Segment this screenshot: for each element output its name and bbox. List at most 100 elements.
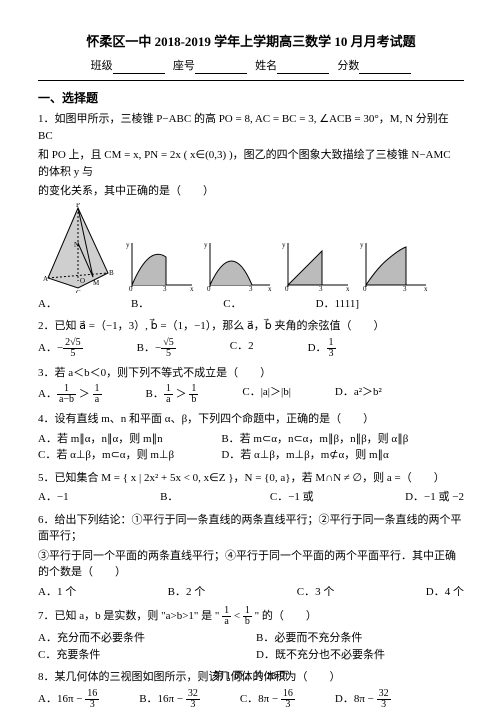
q5-options: A．−1 B． C．−1 或 D．−1 或 −2: [38, 489, 464, 506]
q3-opt-a: A．1a−b ＞ 1a: [38, 384, 102, 405]
q6-opt-d: D．4 个: [426, 584, 464, 601]
q7-options-row2: C．充要条件 D．既不充分也不必要条件: [38, 647, 464, 664]
q3-stem: 3．若 a＜b＜0，则下列不等式不成立是（ ）: [38, 365, 464, 382]
svg-text:O: O: [80, 277, 85, 285]
q4-options-row2: C．若 α⊥β，m⊂α，则 m⊥β D．若 α⊥β，m⊥β，m⊄α，则 m∥α: [38, 447, 464, 464]
svg-text:3: 3: [249, 285, 253, 293]
q5-stem: 5．已知集合 M = { x | 2x² + 5x < 0, x∈Z }，N =…: [38, 470, 464, 487]
q1-stem-3: 的变化关系，其中正确的是（ ）: [38, 183, 464, 200]
q1-opt-b: B．: [131, 296, 149, 313]
q6-opt-b: B．2 个: [168, 584, 206, 601]
svg-text:3: 3: [319, 285, 323, 293]
exam-title: 怀柔区一中 2018-2019 学年上学期高三数学 10 月月考试题: [38, 32, 464, 52]
svg-text:x: x: [346, 285, 350, 293]
seat-blank: [195, 62, 247, 74]
q8-opt-d: D．8π − 323: [335, 689, 391, 710]
svg-text:y: y: [282, 241, 286, 249]
svg-text:3: 3: [163, 285, 167, 293]
question-7: 7．已知 a，b 是实数，则 "a>b>1" 是 " 1a < 1b " 的（ …: [38, 606, 464, 663]
svg-text:N: N: [74, 241, 79, 249]
question-1: 1．如图甲所示，三棱锥 P−ABC 的高 PO = 8, AC = BC = 3…: [38, 111, 464, 312]
q1-graph-c: x y 0 3: [280, 237, 352, 293]
q1-opt-a: A．: [38, 296, 57, 313]
q2-opt-a: A．−2√55: [38, 338, 83, 359]
question-6: 6．给出下列结论：①平行于同一条直线的两条直线平行；②平行于同一条直线的两个平面…: [38, 512, 464, 601]
q4-opt-d: D．若 α⊥β，m⊥β，m⊄α，则 m∥α: [221, 447, 464, 464]
q4-options-row1: A．若 m∥α，n∥α，则 m∥n B．若 m⊂α，n⊂α，m∥β，n∥β，则 …: [38, 431, 464, 448]
svg-text:0: 0: [207, 285, 211, 293]
q1-figure-tetra: P N A B C M O: [38, 203, 118, 293]
q1-stem-2: 和 PO 上，且 CM = x, PN = 2x ( x∈(0,3) )，图乙的…: [38, 147, 464, 180]
q2-options: A．−2√55 B．−√55 C．2 D．13: [38, 338, 464, 359]
q5-opt-c: C．−1 或: [270, 489, 314, 506]
q4-opt-a: A．若 m∥α，n∥α，则 m∥n: [38, 431, 211, 448]
svg-text:3: 3: [403, 285, 407, 293]
q6-opt-a: A．1 个: [38, 584, 76, 601]
class-blank: [113, 62, 165, 74]
q3-opt-c: C．|a|＞|b|: [242, 384, 291, 405]
q8-opt-a: A．16π − 163: [38, 689, 99, 710]
name-blank: [277, 62, 329, 74]
q4-stem: 4．设有直线 m、n 和平面 α、β，下列四个命题中，正确的是（ ）: [38, 411, 464, 428]
q8-opt-c: C．8π − 163: [240, 689, 295, 710]
svg-text:0: 0: [285, 285, 289, 293]
question-3: 3．若 a＜b＜0，则下列不等式不成立是（ ） A．1a−b ＞ 1a B．1a…: [38, 365, 464, 406]
q2-opt-b: B．−√55: [137, 338, 176, 359]
question-2: 2．已知 a⃗ =（−1，3）, b⃗ =（1，−1），那么 a⃗，b⃗ 夹角的…: [38, 318, 464, 359]
svg-text:0: 0: [363, 285, 367, 293]
q6-options: A．1 个 B．2 个 C．3 个 D．4 个: [38, 584, 464, 601]
class-label: 班级: [91, 60, 113, 72]
q7-opt-b: B．必要而不充分条件: [256, 630, 464, 647]
q8-opt-b: B．16π − 323: [139, 689, 200, 710]
q6-stem-2: ③平行于同一个平面的两条直线平行；④平行于同一个平面的两个平面平行．其中正确的个…: [38, 548, 464, 581]
score-blank: [359, 62, 411, 74]
q4-opt-b: B．若 m⊂α，n⊂α，m∥β，n∥β，则 α∥β: [221, 431, 464, 448]
seat-label: 座号: [173, 60, 195, 72]
q6-stem-1: 6．给出下列结论：①平行于同一条直线的两条直线平行；②平行于同一条直线的两个平面…: [38, 512, 464, 545]
page-footer: 第 1 页，共 18 页: [0, 669, 502, 684]
q1-graph-b: x y 0 3: [202, 237, 274, 293]
svg-text:y: y: [360, 241, 364, 249]
q1-options: A． B． C． D．1111]: [38, 296, 464, 313]
q2-opt-c: C．2: [230, 338, 254, 359]
q3-opt-b: B．1a ＞ 1b: [146, 384, 199, 405]
q6-opt-c: C．3 个: [297, 584, 335, 601]
header-fields: 班级 座号 姓名 分数: [38, 58, 464, 75]
q7-opt-a: A．充分而不必要条件: [38, 630, 246, 647]
svg-text:x: x: [268, 285, 272, 293]
q2-stem: 2．已知 a⃗ =（−1，3）, b⃗ =（1，−1），那么 a⃗，b⃗ 夹角的…: [38, 318, 464, 335]
q8-options: A．16π − 163 B．16π − 323 C．8π − 163 D．8π …: [38, 689, 464, 710]
q5-opt-d: D．−1 或 −2: [405, 489, 464, 506]
question-4: 4．设有直线 m、n 和平面 α、β，下列四个命题中，正确的是（ ） A．若 m…: [38, 411, 464, 464]
name-label: 姓名: [255, 60, 277, 72]
q7-opt-d: D．既不充分也不必要条件: [256, 647, 464, 664]
svg-text:B: B: [109, 269, 114, 277]
q1-opt-d: D．1111]: [316, 296, 359, 313]
svg-text:C: C: [76, 289, 81, 293]
q4-opt-c: C．若 α⊥β，m⊂α，则 m⊥β: [38, 447, 211, 464]
q1-graph-a: x y 0 3: [124, 237, 196, 293]
q5-opt-a: A．−1: [38, 489, 69, 506]
svg-text:0: 0: [129, 285, 133, 293]
q1-stem-1: 1．如图甲所示，三棱锥 P−ABC 的高 PO = 8, AC = BC = 3…: [38, 111, 464, 144]
svg-text:M: M: [93, 279, 100, 287]
q3-opt-d: D．a²＞b²: [335, 384, 382, 405]
score-label: 分数: [337, 60, 359, 72]
q1-graph-d: x y 0 3: [358, 237, 430, 293]
svg-text:x: x: [190, 285, 194, 293]
q2-opt-d: D．13: [308, 338, 336, 359]
question-5: 5．已知集合 M = { x | 2x² + 5x < 0, x∈Z }，N =…: [38, 470, 464, 506]
divider: [38, 80, 464, 81]
svg-text:P: P: [76, 203, 80, 209]
q7-options-row1: A．充分而不必要条件 B．必要而不充分条件: [38, 630, 464, 647]
section-1-head: 一、选择题: [38, 89, 464, 107]
svg-text:A: A: [43, 275, 48, 283]
svg-text:y: y: [204, 241, 208, 249]
q7-stem: 7．已知 a，b 是实数，则 "a>b>1" 是 " 1a < 1b " 的（ …: [38, 606, 464, 627]
svg-text:y: y: [126, 241, 130, 249]
q3-options: A．1a−b ＞ 1a B．1a ＞ 1b C．|a|＞|b| D．a²＞b²: [38, 384, 464, 405]
q7-opt-c: C．充要条件: [38, 647, 246, 664]
svg-text:x: x: [424, 285, 428, 293]
q1-opt-c: C．: [223, 296, 241, 313]
q5-opt-b: B．: [160, 489, 178, 506]
